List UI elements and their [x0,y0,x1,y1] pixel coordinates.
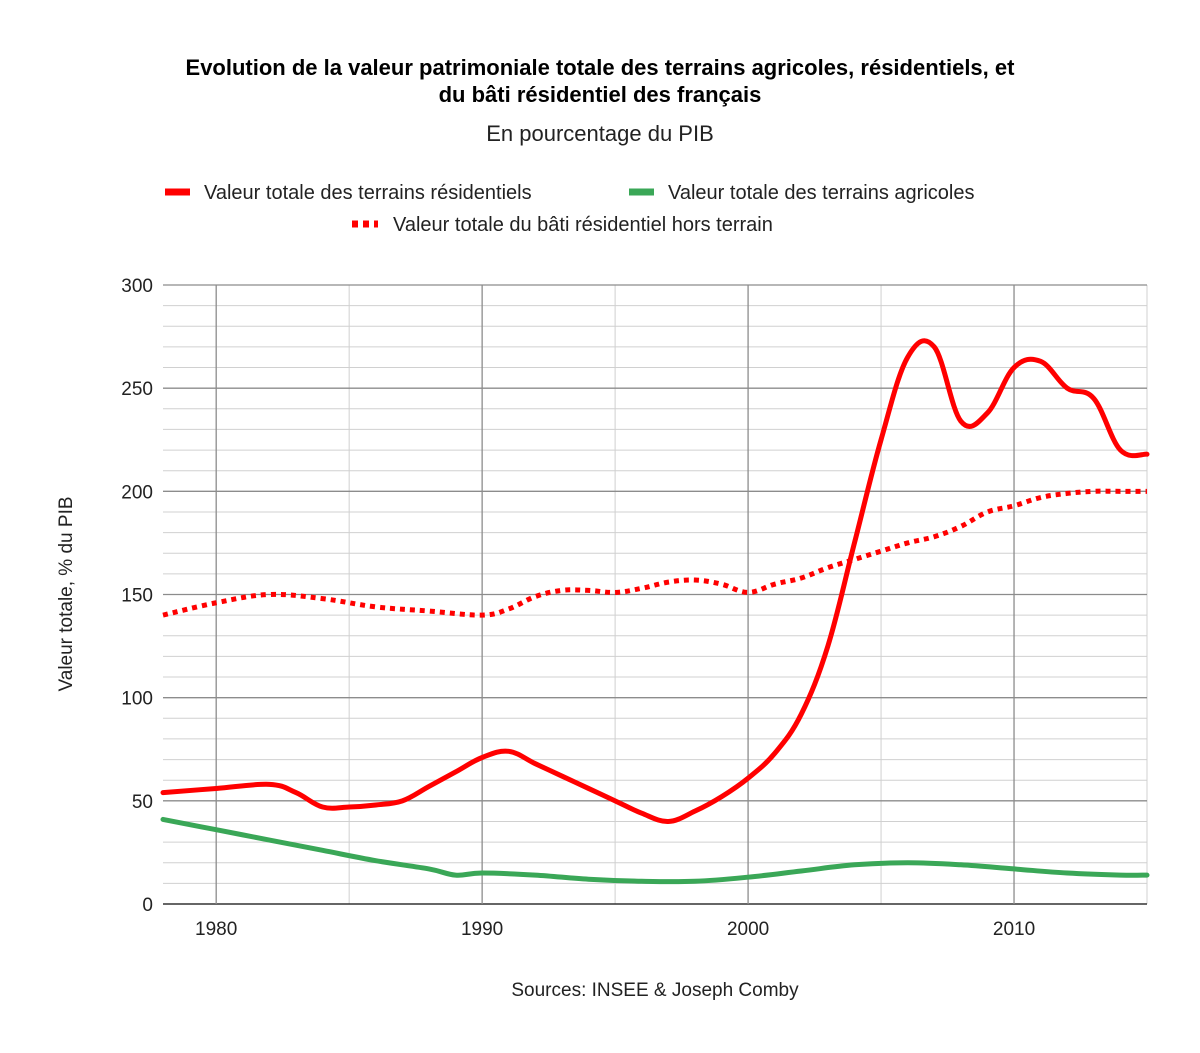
y-tick-label: 250 [121,379,153,400]
series-line-0 [160,338,1150,824]
x-tick-label: 2010 [993,919,1035,940]
y-tick-label: 300 [121,276,153,297]
series-layer [160,338,1150,885]
x-tick-label: 1980 [195,919,237,940]
y-tick-label: 200 [121,482,153,503]
source-note: Sources: INSEE & Joseph Comby [511,980,799,1001]
y-tick-label: 150 [121,586,153,607]
chart-title-line-1: Evolution de la valeur patrimoniale tota… [186,55,1016,80]
y-tick-label: 50 [132,792,153,813]
major-gridlines [163,284,1147,905]
legend: Valeur totale des terrains résidentiels V… [165,182,974,236]
y-axis-ticks: 0 50 100 150 200 250 300 [121,276,153,916]
x-axis-ticks: 1980 1990 2000 2010 [195,919,1035,940]
chart-subtitle: En pourcentage du PIB [486,121,714,146]
chart-title-line-2: du bâti résidentiel des français [439,82,762,107]
legend-label-1: Valeur totale des terrains agricoles [668,182,974,204]
y-tick-label: 100 [121,689,153,710]
legend-label-2: Valeur totale du bâti résidentiel hors t… [393,214,773,236]
series-line-1 [160,816,1150,885]
x-tick-label: 1990 [461,919,503,940]
series-line-2 [162,488,1147,618]
y-axis-label: Valeur totale, % du PIB [56,496,77,691]
x-tick-label: 2000 [727,919,769,940]
legend-label-0: Valeur totale des terrains résidentiels [204,182,532,204]
y-tick-label: 0 [142,895,153,916]
